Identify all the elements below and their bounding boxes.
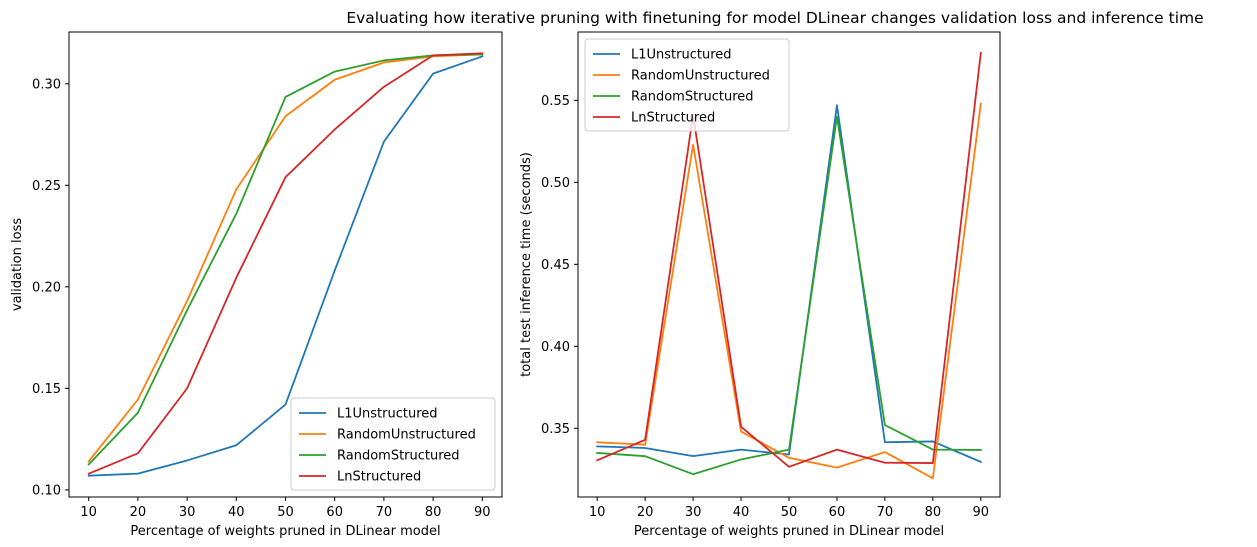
legend-entry: RandomUnstructured <box>631 69 770 84</box>
series-line-lnstructured <box>87 52 484 475</box>
x-tick-label: 40 <box>228 505 245 520</box>
x-tick-label: 10 <box>589 505 606 520</box>
legend-box <box>584 38 790 132</box>
series-line-l1unstructured <box>87 55 484 477</box>
legend: L1Unstructured RandomUnstructured RandomSt… <box>584 38 790 132</box>
inference-time-chart: 10 20 30 40 50 60 70 80 90 0.35 0.40 0.45 0.50 0.55 Pe… <box>519 31 1001 539</box>
x-tick-label: 20 <box>130 505 147 520</box>
series-line-lnstructured <box>595 51 982 468</box>
legend-entry: RandomUnstructured <box>337 428 476 443</box>
x-tick-label: 70 <box>376 505 393 520</box>
legend: L1Unstructured RandomUnstructured RandomSt… <box>290 397 496 491</box>
y-tick-label: 0.40 <box>541 340 570 355</box>
y-tick-label: 0.15 <box>32 382 61 397</box>
x-tick-label: 30 <box>685 505 702 520</box>
validation-loss-chart: 10 20 30 40 50 60 70 80 90 0.10 0.15 0.20 0.25 0.30 Pe… <box>10 31 503 539</box>
legend-box <box>290 397 496 491</box>
x-tick-label: 20 <box>637 505 654 520</box>
legend-entry: LnStructured <box>337 470 421 485</box>
x-tick-label: 80 <box>925 505 942 520</box>
figure-title: Evaluating how iterative pruning with fi… <box>346 9 1203 27</box>
legend-entry: L1Unstructured <box>337 407 438 422</box>
y-tick-label: 0.10 <box>32 483 61 498</box>
series-line-randomunstructured <box>596 102 982 480</box>
y-tick-label: 0.35 <box>541 422 570 437</box>
x-tick-label: 40 <box>733 505 750 520</box>
y-tick-label: 0.25 <box>32 179 61 194</box>
series-line-randomstructured <box>87 53 484 466</box>
x-tick-label: 50 <box>781 505 798 520</box>
y-tick-label: 0.45 <box>541 258 570 273</box>
y-tick-label: 0.30 <box>32 77 61 92</box>
y-tick-label: 0.50 <box>541 176 570 191</box>
legend-entry: LnStructured <box>631 111 715 126</box>
x-tick-label: 80 <box>425 505 442 520</box>
y-tick-label: 0.55 <box>541 94 570 109</box>
x-tick-label: 90 <box>474 505 491 520</box>
x-tick-label: 30 <box>179 505 196 520</box>
x-tick-label: 70 <box>877 505 894 520</box>
y-tick-label: 0.20 <box>32 280 61 295</box>
legend-entry: RandomStructured <box>631 90 754 105</box>
y-axis-label: validation loss <box>10 218 25 311</box>
x-tick-label: 60 <box>829 505 846 520</box>
series-line-randomstructured <box>596 115 982 476</box>
x-axis-label: Percentage of weights pruned in DLinear … <box>634 524 944 539</box>
x-tick-label: 50 <box>277 505 294 520</box>
x-axis-label: Percentage of weights pruned in DLinear … <box>130 524 440 539</box>
series-line-randomunstructured <box>87 53 484 463</box>
x-tick-label: 60 <box>326 505 343 520</box>
legend-entry: L1Unstructured <box>631 48 732 63</box>
legend-entry: RandomStructured <box>337 449 460 464</box>
series-line-l1unstructured <box>596 104 983 464</box>
x-tick-label: 10 <box>80 505 97 520</box>
x-tick-label: 90 <box>973 505 990 520</box>
y-axis-label: total test inference time (seconds) <box>519 152 534 377</box>
